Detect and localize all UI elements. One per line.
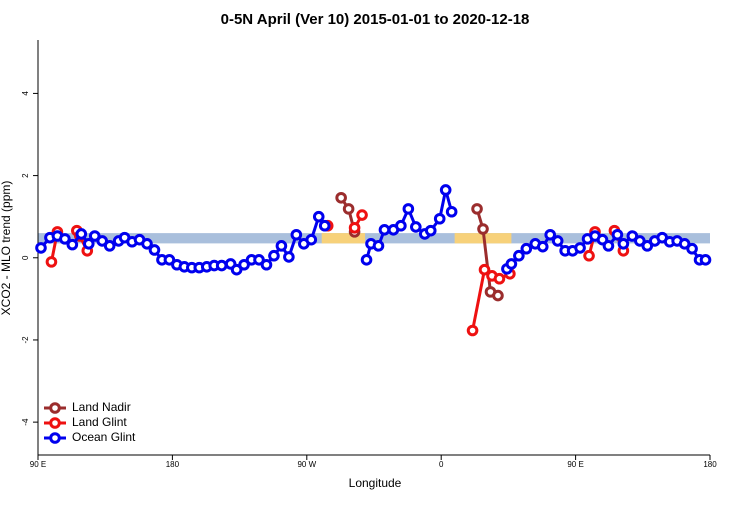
point	[445, 205, 458, 218]
point	[536, 240, 549, 253]
point	[290, 228, 303, 241]
point	[82, 238, 95, 250]
point	[641, 240, 654, 252]
point	[35, 242, 47, 254]
point	[395, 219, 407, 232]
y-tick-label: 2	[21, 173, 30, 178]
point	[544, 228, 557, 241]
point	[574, 242, 586, 254]
y-axis-label: XCO2 - MLO trend (ppm)	[0, 181, 13, 316]
point	[356, 209, 368, 221]
legend-marker	[49, 417, 61, 429]
point	[215, 259, 228, 272]
point	[424, 224, 437, 237]
point	[583, 249, 595, 262]
point	[260, 258, 273, 271]
point	[230, 263, 243, 276]
point	[513, 249, 525, 262]
legend-label: Ocean Glint	[72, 430, 136, 444]
point	[96, 235, 109, 247]
point	[275, 240, 288, 252]
point	[686, 242, 698, 255]
point	[45, 256, 58, 268]
point	[626, 230, 639, 242]
legend-label: Land Nadir	[72, 400, 131, 414]
point	[520, 242, 533, 255]
point	[305, 233, 318, 246]
point	[148, 244, 161, 256]
point	[88, 230, 101, 242]
point	[471, 203, 483, 215]
point	[505, 258, 518, 270]
y-tick-label: -2	[21, 336, 30, 344]
point	[342, 203, 355, 215]
x-tick-label: 0	[439, 460, 444, 469]
point	[493, 272, 506, 285]
x-tick-label: 90 E	[30, 460, 46, 469]
legend-label: Land Glint	[72, 415, 127, 429]
legend-marker	[49, 402, 61, 414]
point	[678, 238, 691, 250]
point	[611, 228, 624, 241]
chart-title: 0-5N April (Ver 10) 2015-01-01 to 2020-1…	[221, 11, 530, 28]
point	[492, 289, 504, 302]
point	[238, 258, 250, 271]
point	[372, 240, 385, 252]
point	[59, 233, 71, 245]
point	[466, 324, 479, 337]
x-axis-label: Longitude	[349, 476, 402, 490]
point	[410, 221, 422, 233]
x-tick-label: 90 W	[297, 460, 316, 469]
point	[318, 219, 331, 232]
point	[602, 240, 615, 252]
point	[75, 228, 88, 240]
point	[335, 191, 347, 204]
point	[477, 223, 489, 235]
point	[312, 210, 325, 223]
x-tick-label: 180	[703, 460, 717, 469]
point	[634, 235, 646, 247]
point	[253, 254, 265, 266]
point	[378, 224, 391, 236]
point	[402, 203, 415, 215]
reference-band	[38, 233, 710, 244]
point	[66, 238, 79, 251]
point	[699, 254, 712, 266]
y-tick-label: -4	[21, 418, 30, 426]
point	[163, 254, 176, 266]
point	[551, 235, 564, 247]
point	[439, 184, 452, 196]
legend-marker	[49, 432, 61, 444]
y-tick-label: 4	[21, 91, 30, 96]
point	[478, 263, 491, 276]
point	[348, 221, 361, 234]
point	[268, 249, 280, 262]
point	[360, 254, 373, 266]
point	[141, 238, 153, 250]
y-tick-label: 0	[21, 255, 30, 260]
point	[433, 212, 446, 225]
point	[103, 240, 116, 252]
x-tick-label: 90 E	[567, 460, 583, 469]
point	[283, 251, 295, 263]
point	[617, 238, 630, 250]
x-tick-label: 180	[166, 460, 180, 469]
highlight	[321, 233, 366, 244]
